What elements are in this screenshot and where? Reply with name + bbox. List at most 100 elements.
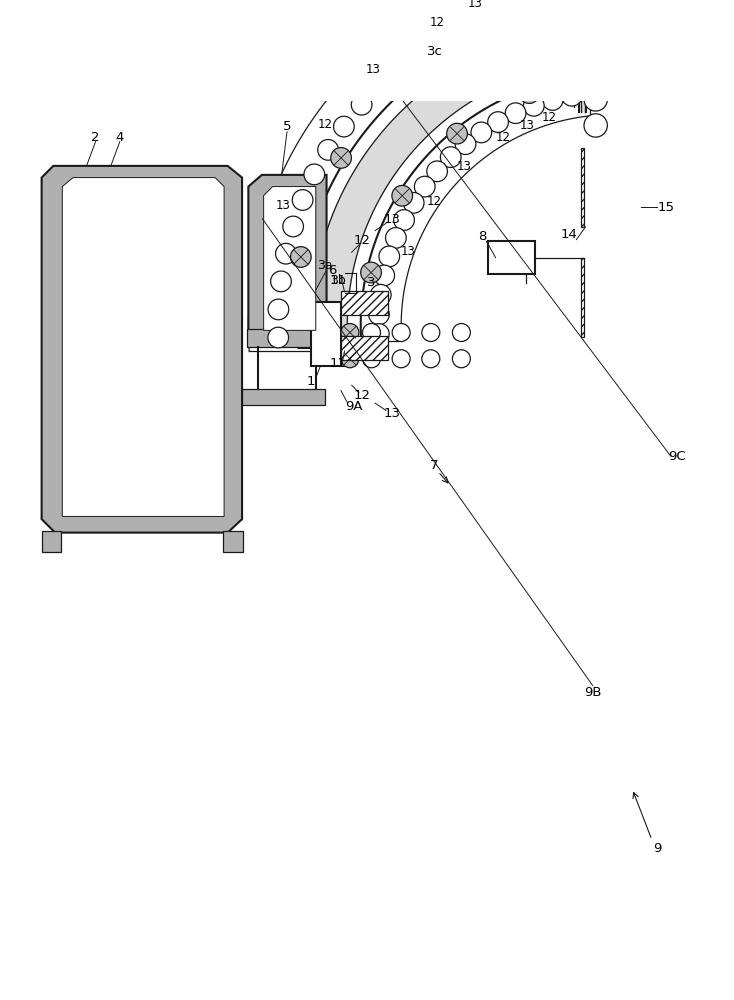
Circle shape — [542, 90, 563, 110]
Text: 11: 11 — [330, 274, 346, 287]
Circle shape — [333, 116, 355, 137]
Circle shape — [341, 350, 359, 368]
Bar — [581, 258, 584, 337]
Bar — [311, 302, 341, 366]
Text: 12: 12 — [496, 131, 511, 144]
Circle shape — [374, 265, 395, 286]
Circle shape — [331, 148, 352, 168]
Circle shape — [283, 216, 303, 237]
Circle shape — [368, 324, 389, 344]
Bar — [341, 336, 388, 360]
Text: 9B: 9B — [584, 686, 601, 699]
Circle shape — [562, 85, 582, 106]
Bar — [341, 291, 388, 315]
Circle shape — [422, 324, 440, 341]
Polygon shape — [42, 166, 242, 533]
Bar — [488, 241, 535, 274]
Circle shape — [487, 112, 509, 132]
Bar — [223, 531, 243, 552]
Circle shape — [584, 62, 607, 85]
Text: 13: 13 — [366, 63, 381, 76]
Circle shape — [464, 11, 484, 32]
Text: 12: 12 — [354, 389, 371, 402]
Circle shape — [292, 190, 313, 210]
Circle shape — [392, 350, 410, 368]
Circle shape — [438, 24, 459, 45]
Polygon shape — [581, 26, 585, 112]
Text: 9A: 9A — [345, 400, 363, 413]
Text: 7: 7 — [430, 459, 439, 472]
Circle shape — [426, 161, 448, 182]
Text: 3c: 3c — [427, 45, 443, 58]
Text: 8: 8 — [478, 230, 486, 243]
Circle shape — [304, 164, 324, 185]
Circle shape — [392, 55, 413, 76]
Text: 12: 12 — [354, 234, 371, 247]
Text: 9: 9 — [653, 842, 661, 855]
Circle shape — [368, 304, 389, 325]
Text: 6: 6 — [328, 264, 336, 277]
Circle shape — [517, 0, 537, 13]
Text: 12: 12 — [318, 118, 333, 131]
Bar — [247, 329, 330, 347]
Text: 3a: 3a — [317, 259, 333, 272]
Text: 13: 13 — [468, 0, 483, 10]
Circle shape — [318, 140, 338, 160]
Circle shape — [415, 176, 435, 197]
Text: 12: 12 — [541, 111, 556, 124]
Circle shape — [452, 324, 470, 341]
Circle shape — [360, 262, 382, 283]
Circle shape — [404, 193, 424, 213]
Circle shape — [505, 103, 526, 124]
Text: 14: 14 — [561, 228, 578, 241]
Circle shape — [401, 67, 422, 88]
Polygon shape — [264, 187, 316, 330]
Circle shape — [271, 271, 291, 292]
Circle shape — [379, 246, 399, 267]
Circle shape — [268, 327, 288, 348]
Text: 15: 15 — [658, 201, 675, 214]
Circle shape — [519, 83, 539, 103]
Text: 11: 11 — [330, 357, 346, 370]
Circle shape — [392, 185, 413, 206]
Text: 4: 4 — [116, 131, 124, 144]
Circle shape — [440, 147, 461, 167]
Polygon shape — [62, 178, 224, 516]
Text: 5: 5 — [283, 120, 291, 133]
Circle shape — [352, 94, 372, 115]
Circle shape — [422, 350, 440, 368]
Circle shape — [452, 350, 470, 368]
Circle shape — [584, 114, 607, 137]
Circle shape — [447, 123, 468, 144]
Text: 13: 13 — [384, 213, 401, 226]
Circle shape — [584, 0, 607, 7]
Text: 13: 13 — [401, 245, 415, 258]
Polygon shape — [248, 175, 327, 346]
Text: 9C: 9C — [668, 450, 686, 463]
Circle shape — [415, 39, 435, 59]
Circle shape — [523, 95, 544, 116]
Circle shape — [495, 15, 515, 36]
Circle shape — [544, 0, 564, 7]
Circle shape — [371, 284, 391, 305]
Circle shape — [455, 134, 476, 154]
Bar — [581, 148, 584, 227]
Circle shape — [341, 324, 359, 341]
Circle shape — [363, 350, 380, 368]
Text: 3: 3 — [368, 276, 376, 289]
Bar — [42, 531, 62, 552]
Circle shape — [471, 122, 492, 143]
Circle shape — [584, 88, 607, 111]
Text: 1: 1 — [307, 375, 316, 388]
Circle shape — [392, 324, 410, 341]
Bar — [242, 389, 324, 405]
Text: 13: 13 — [520, 119, 535, 132]
Text: 13: 13 — [275, 199, 291, 212]
Circle shape — [363, 324, 380, 341]
Polygon shape — [311, 26, 585, 347]
Circle shape — [584, 9, 607, 33]
Circle shape — [275, 243, 297, 264]
Text: 3b: 3b — [330, 274, 346, 287]
Circle shape — [490, 1, 510, 21]
Text: 12: 12 — [429, 16, 445, 29]
